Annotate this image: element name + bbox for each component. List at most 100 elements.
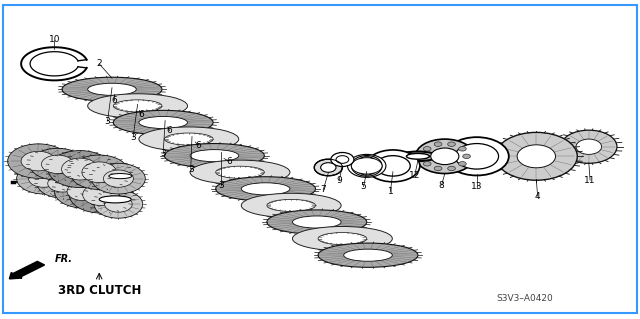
Ellipse shape [54,175,112,208]
Text: FR.: FR. [54,254,72,264]
Ellipse shape [37,169,88,198]
Text: 13: 13 [471,182,483,191]
Ellipse shape [459,162,467,166]
Ellipse shape [241,193,341,218]
Ellipse shape [415,139,474,174]
Ellipse shape [344,249,392,261]
Ellipse shape [48,175,77,192]
Ellipse shape [348,154,386,177]
Ellipse shape [517,145,556,168]
Ellipse shape [355,157,378,175]
Ellipse shape [267,199,316,211]
Ellipse shape [423,146,431,151]
Ellipse shape [94,190,143,218]
Ellipse shape [445,137,509,175]
Ellipse shape [48,151,112,188]
Ellipse shape [459,146,467,151]
Ellipse shape [109,174,132,179]
Text: 10: 10 [49,35,60,44]
Ellipse shape [431,148,459,165]
Ellipse shape [351,158,382,174]
Text: 6: 6 [111,96,116,105]
Text: 6: 6 [227,157,232,166]
Text: 3: 3 [188,165,193,174]
Ellipse shape [376,156,410,176]
Ellipse shape [99,196,131,203]
FancyArrow shape [10,261,45,279]
Ellipse shape [69,176,133,213]
Ellipse shape [21,151,56,171]
Ellipse shape [434,166,442,171]
Ellipse shape [216,166,264,178]
Ellipse shape [561,130,617,163]
Text: 4: 4 [535,192,540,201]
Ellipse shape [88,94,188,118]
Ellipse shape [448,166,456,171]
Ellipse shape [399,152,437,161]
Ellipse shape [92,163,145,194]
Ellipse shape [463,154,470,159]
Ellipse shape [67,182,99,201]
Ellipse shape [88,83,136,95]
Text: S3V3–A0420: S3V3–A0420 [497,294,553,303]
Ellipse shape [318,243,418,267]
Ellipse shape [495,132,577,180]
Ellipse shape [82,162,116,182]
Ellipse shape [8,144,69,178]
Ellipse shape [419,154,427,159]
Text: 1: 1 [388,187,393,196]
Ellipse shape [331,152,354,167]
Ellipse shape [292,216,341,228]
Ellipse shape [83,184,120,205]
Ellipse shape [351,156,382,176]
Ellipse shape [17,163,70,194]
Ellipse shape [423,162,431,166]
Ellipse shape [576,139,602,154]
Ellipse shape [190,160,290,184]
Ellipse shape [267,210,367,234]
Text: 5: 5 [361,182,366,191]
Ellipse shape [164,133,213,145]
Text: 7: 7 [321,185,326,194]
Text: 3: 3 [218,181,223,189]
Text: 2: 2 [97,59,102,68]
Text: 9: 9 [337,176,342,185]
Ellipse shape [318,233,367,245]
Ellipse shape [62,77,162,101]
Ellipse shape [104,196,132,212]
Ellipse shape [336,156,349,163]
Ellipse shape [113,100,162,112]
Ellipse shape [241,183,290,195]
Text: 3RD CLUTCH: 3RD CLUTCH [58,284,141,297]
Ellipse shape [42,155,74,174]
Ellipse shape [139,116,188,129]
Text: 11: 11 [584,176,596,185]
Text: 8: 8 [439,181,444,189]
Text: 3: 3 [105,117,110,126]
Text: 6: 6 [138,110,143,119]
Text: 6: 6 [167,126,172,135]
Ellipse shape [70,155,129,189]
Text: 3: 3 [131,133,136,142]
Ellipse shape [406,153,429,159]
Ellipse shape [164,144,264,168]
Text: 3: 3 [161,149,166,158]
Ellipse shape [434,142,442,146]
Ellipse shape [321,163,336,172]
Ellipse shape [448,142,456,146]
Ellipse shape [216,177,316,201]
Ellipse shape [455,144,499,169]
Ellipse shape [366,150,420,182]
Ellipse shape [29,148,86,180]
Text: 12: 12 [409,171,420,180]
Ellipse shape [61,158,99,180]
Ellipse shape [139,127,239,151]
Ellipse shape [29,170,58,187]
Ellipse shape [190,150,239,162]
Ellipse shape [113,110,213,135]
Ellipse shape [314,159,342,176]
Ellipse shape [353,158,380,174]
Ellipse shape [292,226,392,251]
Ellipse shape [355,159,378,173]
Text: 6: 6 [196,141,201,150]
